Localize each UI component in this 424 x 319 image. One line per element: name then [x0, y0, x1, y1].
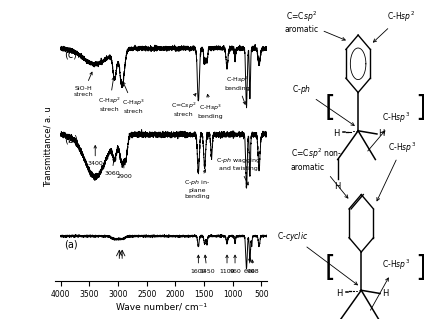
- Text: C-$ph$ wagging
and twisting: C-$ph$ wagging and twisting: [216, 156, 260, 185]
- Text: C-$ph$ in-
plane
bending: C-$ph$ in- plane bending: [184, 170, 210, 199]
- Text: C-H$sp^2$
strech: C-H$sp^2$ strech: [98, 77, 121, 112]
- Text: H: H: [379, 130, 385, 138]
- Text: H: H: [335, 182, 341, 191]
- Text: C-H$sp^3$
bending: C-H$sp^3$ bending: [198, 94, 223, 119]
- Text: SiO-H
strech: SiO-H strech: [74, 72, 94, 97]
- Text: H: H: [336, 289, 343, 298]
- Text: 3400: 3400: [87, 145, 103, 166]
- Text: [: [: [324, 254, 335, 282]
- Text: 1100: 1100: [219, 255, 235, 273]
- Text: C=C$sp^2$
strech: C=C$sp^2$ strech: [170, 93, 196, 116]
- Text: H: H: [333, 130, 339, 138]
- Text: C-H$sp^3$: C-H$sp^3$: [371, 257, 410, 310]
- Text: 1600: 1600: [191, 255, 206, 273]
- Text: C-H$sp^3$
strech: C-H$sp^3$ strech: [122, 82, 145, 114]
- Text: C-H$sp^2$
bending: C-H$sp^2$ bending: [225, 75, 250, 104]
- Text: C=C$sp^2$ non-
aromatic: C=C$sp^2$ non- aromatic: [291, 147, 348, 198]
- Text: 3060: 3060: [104, 158, 120, 176]
- Text: H: H: [382, 289, 388, 298]
- Text: 960: 960: [229, 255, 241, 273]
- Text: (c): (c): [64, 49, 77, 59]
- X-axis label: Wave number/ cm⁻¹: Wave number/ cm⁻¹: [116, 302, 206, 311]
- Text: 1450: 1450: [199, 255, 215, 273]
- Text: (b): (b): [64, 135, 78, 145]
- Text: ]: ]: [416, 94, 424, 122]
- Text: 699: 699: [243, 258, 255, 273]
- Text: C-$ph$: C-$ph$: [292, 83, 354, 125]
- Text: C-H$sp^3$: C-H$sp^3$: [368, 111, 410, 151]
- Text: [: [: [324, 94, 335, 122]
- Text: 668: 668: [248, 260, 259, 273]
- Text: C-H$sp^3$: C-H$sp^3$: [377, 140, 416, 201]
- Text: C-H$sp^2$: C-H$sp^2$: [374, 10, 414, 42]
- Text: (a): (a): [64, 239, 77, 249]
- Text: ]: ]: [416, 254, 424, 282]
- Text: C-$cyclic$: C-$cyclic$: [276, 230, 357, 285]
- Text: 2900: 2900: [116, 160, 132, 179]
- Y-axis label: Transmittance/ a. u: Transmittance/ a. u: [43, 106, 52, 187]
- Text: C=C$sp^2$
aromatic: C=C$sp^2$ aromatic: [285, 10, 345, 40]
